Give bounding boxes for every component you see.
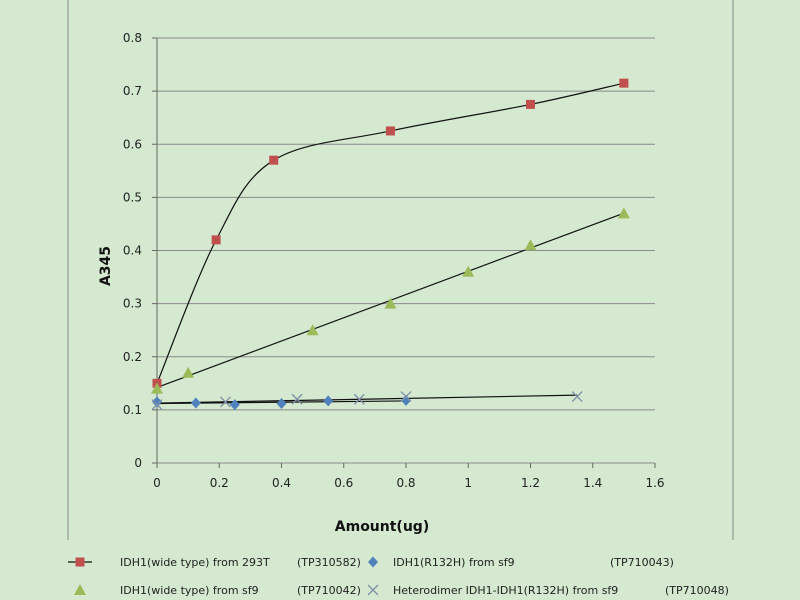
x-tick-label: 1 [464, 476, 472, 490]
y-tick-label: 0.2 [123, 350, 142, 364]
data-point-square [211, 235, 221, 245]
x-tick-label: 1.6 [645, 476, 664, 490]
data-point-diamond [401, 394, 411, 406]
data-point-triangle [384, 297, 397, 309]
y-tick-label: 0.1 [123, 403, 142, 417]
legend-item: IDH1(R132H) from sf9 (TP710043) [368, 556, 674, 569]
legend-code: (TP310582) [297, 556, 361, 569]
data-point-x [400, 391, 412, 403]
legend-item: Heterodimer IDH1-IDH1(R132H) from sf9 (TP… [367, 584, 729, 597]
x-mark-stroke [220, 396, 231, 408]
x-tick-label: 0.4 [272, 476, 291, 490]
data-point-square [385, 126, 395, 136]
data-point-triangle [151, 382, 163, 394]
legend-code: (TP710043) [610, 556, 674, 569]
x-mark-stroke [353, 393, 365, 405]
legend-label: IDH1(R132H) from sf9 [393, 556, 515, 569]
x-mark-stroke [151, 399, 163, 411]
data-point-triangle [524, 239, 537, 251]
y-tick-label: 0.8 [123, 31, 142, 45]
data-point-triangle [462, 265, 475, 277]
legend-item: IDH1(wide type) from 293T (TP310582) [68, 556, 361, 569]
legend-code: (TP710042) [297, 584, 361, 597]
y-tick-label: 0 [134, 456, 142, 470]
data-point-diamond [190, 397, 201, 409]
legend-item: IDH1(wide type) from sf9 (TP710042) [74, 584, 361, 597]
data-point-square [526, 99, 535, 109]
x-tick-label: 1.2 [521, 476, 540, 490]
data-point-x [220, 396, 231, 408]
data-point-x [571, 391, 583, 403]
series-trendline-3 [156, 394, 578, 404]
data-point-triangle [306, 324, 319, 336]
data-point-diamond [152, 396, 162, 408]
legend-code: (TP710048) [665, 584, 729, 597]
data-point-x [151, 399, 163, 411]
y-tick-label: 0.6 [123, 137, 142, 151]
x-mark-stroke [571, 391, 583, 403]
data-point-square [619, 78, 629, 88]
data-point-x [291, 393, 303, 405]
y-tick-label: 0.5 [123, 190, 142, 204]
x-mark-stroke [400, 391, 412, 403]
legend-marker-x [367, 584, 379, 596]
legend-marker-diamond [368, 556, 378, 568]
legend-marker-square [75, 557, 85, 567]
legend-label: IDH1(wide type) from 293T [120, 556, 270, 569]
x-tick-label: 0.6 [334, 476, 353, 490]
y-tick-label: 0.7 [123, 84, 142, 98]
x-axis-label: Amount(ug) [335, 519, 429, 535]
x-mark-stroke [367, 584, 379, 596]
legend-label: IDH1(wide type) from sf9 [120, 584, 259, 597]
legend-marker-triangle [74, 584, 86, 595]
data-point-diamond [276, 398, 287, 409]
x-tick-label: 1.4 [583, 476, 602, 490]
y-axis-label: A345 [98, 246, 114, 286]
data-point-diamond [323, 395, 334, 407]
x-tick-label: 0 [153, 476, 161, 490]
data-point-x [353, 393, 365, 405]
data-point-square [269, 155, 279, 165]
data-point-diamond [229, 399, 240, 411]
x-tick-label: 0.8 [396, 476, 415, 490]
data-point-triangle [182, 366, 195, 378]
data-point-triangle [617, 207, 630, 219]
legend-label: Heterodimer IDH1-IDH1(R132H) from sf9 [393, 584, 618, 597]
y-tick-label: 0.3 [123, 297, 142, 311]
y-tick-label: 0.4 [123, 244, 142, 258]
x-mark-stroke [291, 393, 303, 405]
x-tick-label: 0.2 [210, 476, 229, 490]
